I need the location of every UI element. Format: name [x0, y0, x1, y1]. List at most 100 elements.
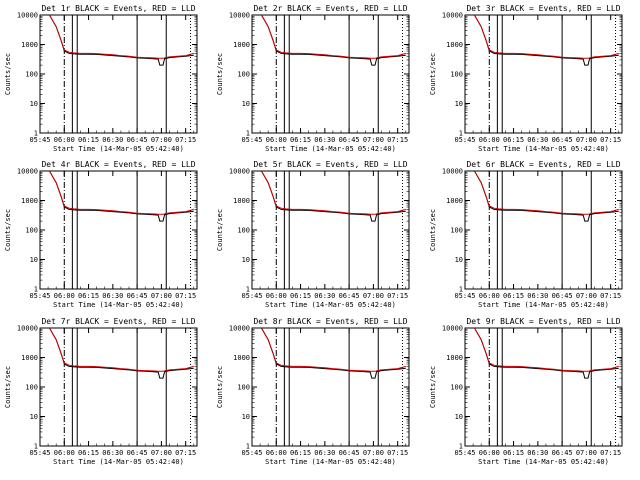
- x-axis-label: Start Time (14-Mar-05 05:42:40): [53, 145, 184, 153]
- x-tick-label: 07:00: [576, 292, 597, 300]
- x-tick-label: 06:15: [503, 136, 524, 144]
- y-tick-label: 10: [30, 256, 38, 264]
- y-tick-label: 10000: [229, 168, 250, 176]
- y-axis-label: Counts/sec: [429, 366, 437, 408]
- x-tick-label: 05:45: [29, 449, 50, 457]
- y-tick-label: 1000: [446, 197, 463, 205]
- series-events-line: [260, 15, 406, 66]
- y-tick-label: 1: [246, 443, 250, 451]
- chart-panel-6: Det 6r BLACK = Events, RED = LLD 1 10 100 10…: [429, 160, 623, 309]
- y-tick-label: 100: [237, 384, 250, 392]
- x-axis-label: Start Time (14-Mar-05 05:42:40): [478, 301, 609, 309]
- x-tick-label: 06:30: [102, 136, 123, 144]
- x-tick-label: 06:15: [503, 449, 524, 457]
- y-tick-label: 10000: [229, 325, 250, 333]
- plot-frame: [464, 327, 623, 447]
- x-tick-label: 05:45: [454, 292, 475, 300]
- y-tick-label: 100: [25, 71, 38, 79]
- chart-panel-9: Det 9r BLACK = Events, RED = LLD 1 10 100 10…: [429, 317, 623, 466]
- y-tick-label: 100: [450, 71, 463, 79]
- x-tick-label: 07:15: [175, 449, 196, 457]
- y-axis-label: Counts/sec: [4, 366, 12, 408]
- y-tick-label: 10000: [17, 168, 38, 176]
- x-tick-label: 06:45: [552, 449, 573, 457]
- x-axis-label: Start Time (14-Mar-05 05:42:40): [478, 458, 609, 466]
- x-tick-label: 05:45: [29, 292, 50, 300]
- y-tick-label: 10000: [442, 168, 463, 176]
- x-tick-label: 06:45: [339, 136, 360, 144]
- y-tick-label: 10000: [17, 325, 38, 333]
- y-tick-label: 1: [34, 286, 38, 294]
- x-axis-label: Start Time (14-Mar-05 05:42:40): [265, 301, 396, 309]
- x-tick-label: 06:30: [102, 449, 123, 457]
- y-tick-label: 10: [242, 256, 250, 264]
- x-tick-label: 06:45: [127, 449, 148, 457]
- x-tick-label: 06:00: [54, 449, 75, 457]
- x-tick-label: 06:45: [552, 292, 573, 300]
- x-tick-label: 06:45: [552, 136, 573, 144]
- x-axis-label: Start Time (14-Mar-05 05:42:40): [53, 458, 184, 466]
- plot-frame: [251, 327, 410, 447]
- x-tick-label: 07:15: [600, 136, 621, 144]
- y-tick-label: 100: [237, 71, 250, 79]
- plot-frame: [464, 14, 623, 134]
- x-tick-label: 05:45: [241, 136, 262, 144]
- y-tick-label: 10: [455, 256, 463, 264]
- y-tick-label: 1000: [233, 354, 250, 362]
- y-tick-label: 100: [25, 384, 38, 392]
- chart-title: Det 1r BLACK = Events, RED = LLD: [41, 4, 195, 13]
- chart-panel-3: Det 3r BLACK = Events, RED = LLD 1 10 100 10…: [429, 4, 623, 153]
- x-tick-label: 06:00: [54, 292, 75, 300]
- y-tick-label: 1000: [446, 354, 463, 362]
- x-tick-label: 07:15: [175, 136, 196, 144]
- y-tick-label: 100: [450, 227, 463, 235]
- y-tick-label: 1: [246, 286, 250, 294]
- x-tick-label: 07:15: [387, 136, 408, 144]
- x-tick-label: 07:15: [387, 292, 408, 300]
- chart-title: Det 8r BLACK = Events, RED = LLD: [253, 317, 407, 326]
- y-tick-label: 1: [34, 443, 38, 451]
- x-tick-label: 07:00: [576, 449, 597, 457]
- x-tick-label: 06:00: [266, 292, 287, 300]
- y-axis-label: Counts/sec: [4, 209, 12, 251]
- x-tick-label: 05:45: [454, 449, 475, 457]
- chart-panel-4: Det 4r BLACK = Events, RED = LLD 1 10 100 10…: [4, 160, 198, 309]
- series-events-line: [48, 171, 194, 222]
- series-lld-line: [260, 328, 406, 372]
- x-tick-label: 06:15: [503, 292, 524, 300]
- x-tick-label: 06:30: [314, 292, 335, 300]
- y-tick-label: 10000: [442, 12, 463, 20]
- chart-title: Det 7r BLACK = Events, RED = LLD: [41, 317, 195, 326]
- x-tick-label: 07:00: [363, 449, 384, 457]
- plot-frame: [251, 170, 410, 290]
- x-tick-label: 07:00: [151, 449, 172, 457]
- series-events-line: [260, 171, 406, 222]
- y-tick-label: 10: [242, 100, 250, 108]
- x-tick-label: 06:30: [527, 449, 548, 457]
- series-lld-line: [473, 171, 619, 215]
- series-events-line: [48, 328, 194, 379]
- x-tick-label: 06:00: [479, 136, 500, 144]
- x-tick-label: 07:00: [151, 292, 172, 300]
- x-tick-label: 05:45: [241, 449, 262, 457]
- chart-title: Det 3r BLACK = Events, RED = LLD: [466, 4, 620, 13]
- x-tick-label: 07:00: [363, 136, 384, 144]
- x-tick-label: 06:15: [78, 136, 99, 144]
- x-tick-label: 06:30: [527, 292, 548, 300]
- plot-frame: [251, 14, 410, 134]
- y-tick-label: 1000: [233, 197, 250, 205]
- chart-panel-2: Det 2r BLACK = Events, RED = LLD 1 10 100 10…: [216, 4, 410, 153]
- x-tick-label: 06:00: [54, 136, 75, 144]
- x-tick-label: 07:15: [387, 449, 408, 457]
- chart-panel-7: Det 7r BLACK = Events, RED = LLD 1 10 100 10…: [4, 317, 198, 466]
- x-tick-label: 06:00: [266, 136, 287, 144]
- plot-frame: [39, 170, 198, 290]
- y-tick-label: 10000: [17, 12, 38, 20]
- x-tick-label: 06:30: [102, 292, 123, 300]
- y-tick-label: 1: [246, 130, 250, 138]
- x-tick-label: 06:00: [479, 292, 500, 300]
- chart-panel-1: Det 1r BLACK = Events, RED = LLD 1 10 100 10…: [4, 4, 198, 153]
- x-tick-label: 06:30: [314, 136, 335, 144]
- y-tick-label: 10: [242, 413, 250, 421]
